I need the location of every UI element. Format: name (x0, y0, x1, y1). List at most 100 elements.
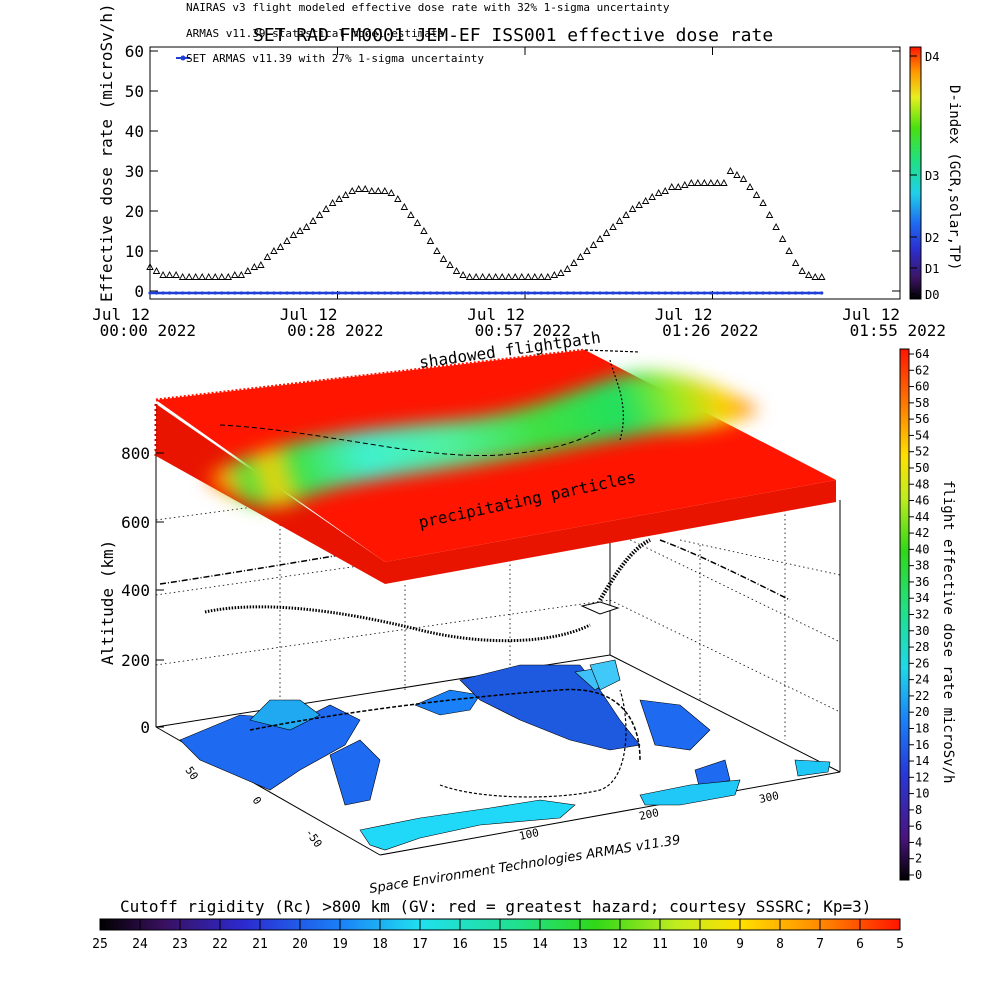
set-armas-point (233, 291, 237, 295)
nairas-point (537, 273, 546, 280)
nairas-point (374, 187, 383, 194)
set-armas-point (357, 291, 361, 295)
nairas-point (354, 185, 363, 192)
y-tick-label: 30 (125, 162, 144, 181)
nairas-point (263, 253, 272, 260)
nairas-point (550, 271, 559, 278)
spacecraft-marker (580, 601, 620, 615)
nairas-point (804, 271, 813, 278)
nairas-point (348, 187, 356, 194)
nairas-point (713, 179, 722, 186)
nairas-point (602, 229, 611, 236)
nairas-point (544, 273, 552, 280)
nairas-point (459, 271, 467, 278)
nairas-point (615, 217, 624, 224)
nairas-point (739, 175, 748, 182)
nairas-point (557, 269, 565, 276)
dose-colorbar: 0246810121416182022242628303234363840424… (899, 347, 956, 882)
dose-tick-label: 6 (915, 819, 922, 833)
set-armas-point (409, 291, 413, 295)
set-armas-point (448, 291, 452, 295)
rc-tick-label: 18 (372, 937, 388, 952)
globe-3d-plot: shadowed flightpath precipitating partic… (98, 328, 841, 897)
dose-tick-label: 34 (915, 591, 929, 605)
latitude-tick-label: -50 (303, 826, 325, 850)
set-armas-point (794, 291, 798, 295)
set-armas-point (298, 291, 302, 295)
x-tick-label: 01:26 2022 (662, 321, 758, 340)
set-armas-point (494, 291, 498, 295)
set-armas-point (578, 291, 583, 295)
dose-tick-label: 14 (915, 754, 929, 768)
nairas-point (270, 247, 278, 254)
nairas-point (641, 197, 650, 204)
set-armas-point (676, 291, 680, 295)
dose-tick-label: 20 (915, 705, 929, 719)
dose-tick-label: 10 (915, 787, 929, 801)
nairas-point (309, 217, 317, 224)
nairas-point (687, 179, 696, 186)
set-armas-point (644, 291, 648, 295)
set-armas-point (174, 291, 178, 295)
set-armas-point (311, 291, 315, 295)
nairas-point (511, 273, 519, 280)
legend-set-text: SET ARMAS v11.39 with 27% 1-sigma uncert… (186, 52, 484, 65)
set-armas-point (787, 291, 791, 295)
d-index-tick-label: D3 (925, 169, 939, 183)
altitude-ticks: 0 200 400 600 800 (121, 444, 164, 737)
nairas-point (381, 187, 389, 194)
set-armas-point (187, 291, 191, 295)
y-tick-label: 0 (134, 282, 144, 301)
set-armas-point (735, 291, 739, 295)
nairas-point (531, 273, 539, 280)
nairas-point (596, 235, 604, 242)
set-armas-point (774, 291, 778, 295)
set-armas-point (657, 291, 661, 295)
set-armas-point (291, 291, 296, 295)
dose-tick-label: 62 (915, 363, 929, 377)
set-armas-point (167, 291, 172, 295)
set-armas-point (767, 291, 772, 295)
latitude-tick-label: 0 (250, 794, 264, 807)
nairas-point (752, 191, 761, 198)
set-armas-point (428, 291, 433, 295)
nairas-point (152, 267, 161, 274)
y-tick-label: 20 (125, 202, 144, 221)
rc-tick-label: 7 (816, 937, 824, 952)
nairas-point (628, 205, 637, 212)
longitude-ticks: 100 200 300 (518, 789, 780, 843)
nairas-point (178, 273, 187, 280)
rc-tick-label: 24 (132, 937, 148, 952)
x-tick-label: 00:28 2022 (287, 321, 383, 340)
nairas-point (204, 273, 213, 280)
dose-tick-label: 4 (915, 835, 922, 849)
legend-nairas-text: NAIRAS v3 flight modeled effective dose … (186, 1, 670, 14)
set-armas-point (194, 291, 198, 295)
y-tick-label: 10 (125, 242, 144, 261)
nairas-point (700, 179, 709, 186)
dose-tick-label: 48 (915, 477, 929, 491)
nairas-point (452, 267, 461, 274)
nairas-point (433, 247, 441, 254)
set-armas-point (389, 291, 393, 295)
set-armas-point (526, 291, 530, 295)
dose-tick-label: 2 (915, 852, 922, 866)
set-armas-point (467, 291, 472, 295)
nairas-point (341, 191, 350, 198)
nairas-point (563, 265, 572, 272)
set-armas-point (435, 291, 439, 295)
set-armas-point (207, 291, 211, 295)
set-armas-series (148, 291, 824, 295)
dose-tick-label: 64 (915, 347, 929, 361)
nairas-point (439, 255, 448, 262)
nairas-point (759, 199, 767, 206)
y-axis-ticks: 0 10 20 30 40 50 60 (125, 42, 900, 301)
x-tick-label: Jul 12 (842, 305, 900, 324)
nairas-point (726, 167, 735, 174)
set-armas-point (154, 291, 159, 295)
x-tick-label: Jul 12 (92, 305, 150, 324)
nairas-point (504, 273, 513, 280)
dose-tick-label: 56 (915, 412, 929, 426)
